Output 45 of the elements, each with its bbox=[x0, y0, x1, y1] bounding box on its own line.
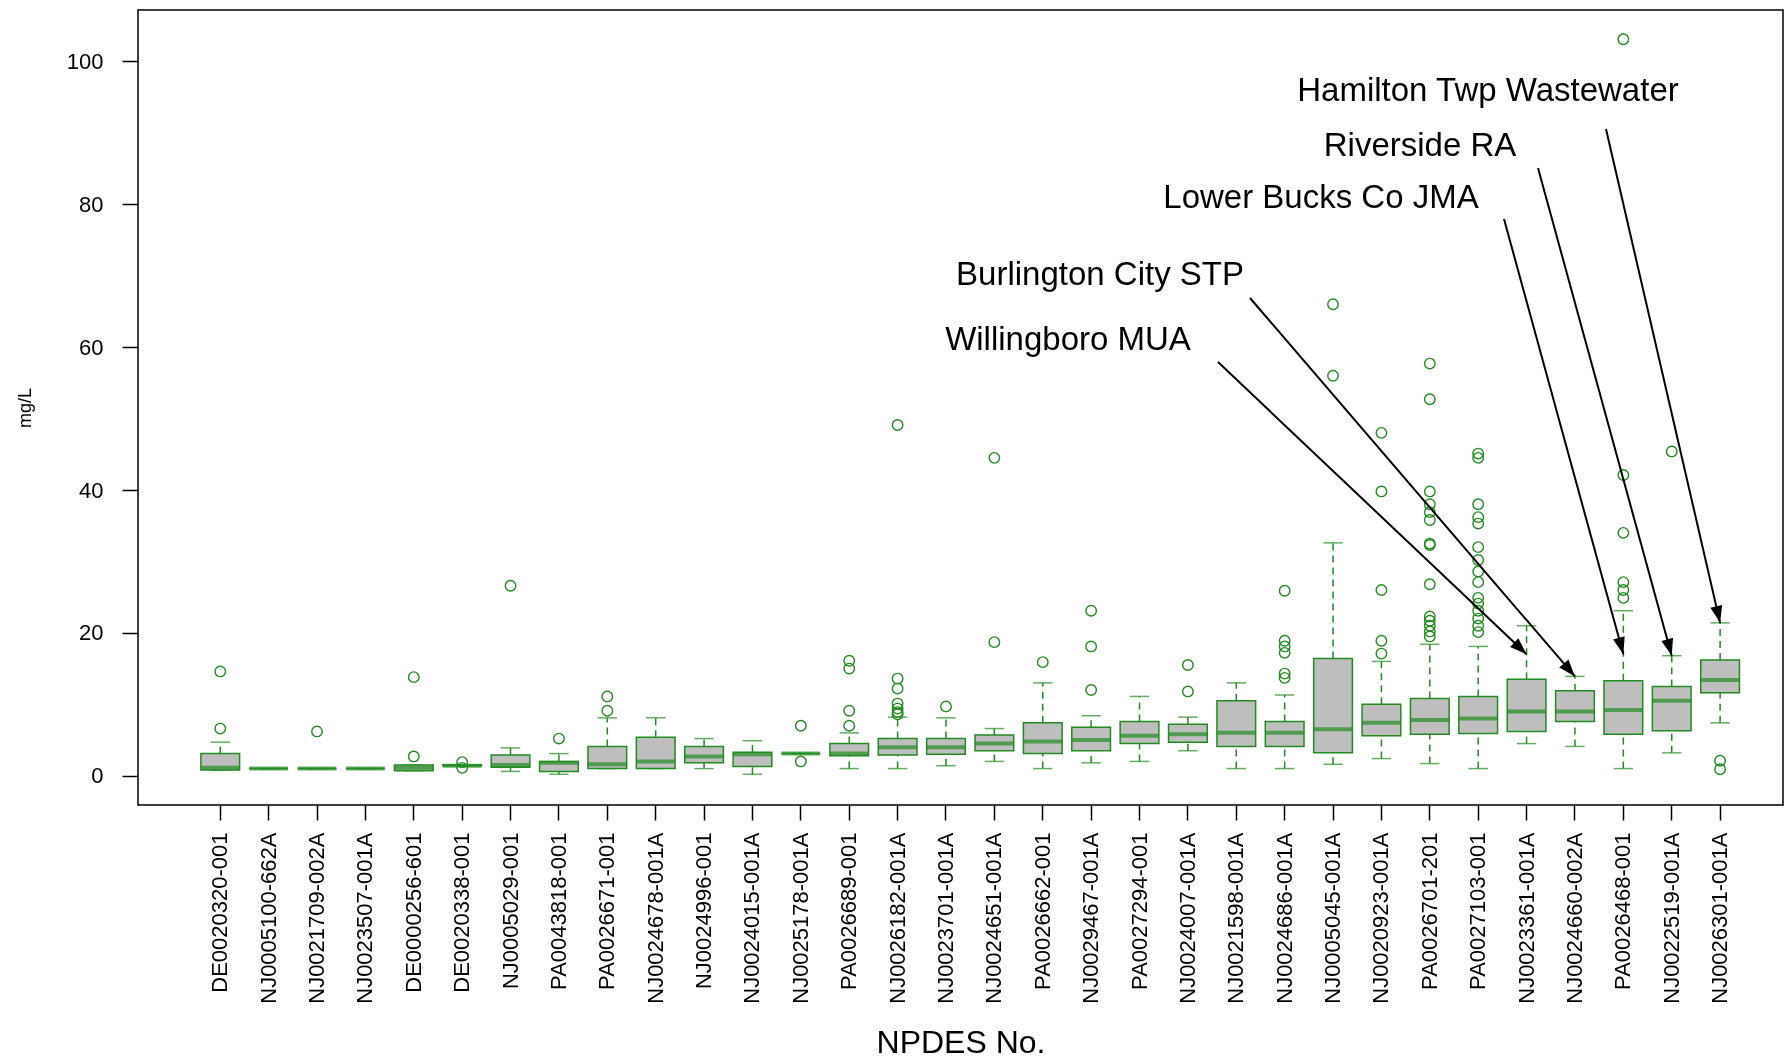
x-tick-label: PA0026689-001 bbox=[836, 832, 862, 990]
y-tick-label: 0 bbox=[91, 763, 104, 789]
annotation: Hamilton Twp Wastewater bbox=[1297, 71, 1679, 108]
x-tick-label: NJ0024007-001A bbox=[1174, 832, 1200, 1004]
x-tick-label: DE0020338-001 bbox=[449, 832, 475, 993]
x-tick-label: NJ0023507-001A bbox=[352, 832, 378, 1004]
x-tick-label: NJ0024686-001A bbox=[1271, 832, 1297, 1004]
annotation: Burlington City STP bbox=[956, 255, 1244, 292]
x-tick-label: PA0026468-001 bbox=[1610, 832, 1636, 990]
x-tick-label: NJ0024660-002A bbox=[1561, 832, 1587, 1004]
x-tick-label: PA0026701-201 bbox=[1416, 832, 1442, 990]
y-tick-label: 60 bbox=[79, 334, 104, 360]
x-tick-label: NJ0024015-001A bbox=[739, 832, 765, 1004]
x-axis-title: NPDES No. bbox=[876, 1023, 1046, 1058]
x-tick-label: NJ0021598-001A bbox=[1223, 832, 1249, 1004]
x-tick-label: PA0026671-001 bbox=[594, 832, 620, 990]
annotation: Riverside RA bbox=[1323, 126, 1517, 163]
annotation: Willingboro MUA bbox=[945, 320, 1191, 357]
annotation: Lower Bucks Co JMA bbox=[1163, 178, 1479, 215]
x-tick-label: NJ0029467-001A bbox=[1078, 832, 1104, 1004]
x-tick-label: NJ0021709-002A bbox=[304, 832, 330, 1004]
x-tick-label: NJ0005045-001A bbox=[1320, 832, 1346, 1004]
x-tick-label: NJ0025178-001A bbox=[787, 832, 813, 1004]
x-tick-label: NJ0026301-001A bbox=[1707, 832, 1733, 1004]
x-tick-label: NJ0005029-001 bbox=[497, 832, 523, 990]
y-tick-label: 40 bbox=[79, 477, 104, 503]
x-tick-label: NJ0023361-001A bbox=[1513, 832, 1539, 1004]
y-tick-label: 100 bbox=[66, 48, 104, 74]
x-tick-label: NJ0020923-001A bbox=[1368, 832, 1394, 1004]
x-tick-label: PA0027103-001 bbox=[1465, 832, 1491, 990]
x-tick-label: NJ0022519-001A bbox=[1658, 832, 1684, 1004]
x-tick-label: DE0000256-601 bbox=[400, 832, 426, 993]
x-tick-label: DE0020320-001 bbox=[207, 832, 233, 993]
x-tick-label: NJ0026182-001A bbox=[884, 832, 910, 1004]
x-tick-label: NJ0023701-001A bbox=[932, 832, 958, 1004]
y-axis-title: mg/L bbox=[14, 387, 35, 429]
x-tick-label: PA0027294-001 bbox=[1126, 832, 1152, 990]
x-tick-label: PA0026662-001 bbox=[1029, 832, 1055, 990]
y-tick-label: 20 bbox=[79, 620, 104, 646]
y-tick-label: 80 bbox=[79, 191, 104, 217]
x-tick-label: NJ0024651-001A bbox=[981, 832, 1007, 1004]
x-tick-label: NJ0024996-001 bbox=[691, 832, 717, 990]
x-tick-label: NJ0005100-662A bbox=[255, 832, 281, 1004]
x-tick-label: PA0043818-001 bbox=[545, 832, 571, 990]
x-tick-label: NJ0024678-001A bbox=[642, 832, 668, 1004]
